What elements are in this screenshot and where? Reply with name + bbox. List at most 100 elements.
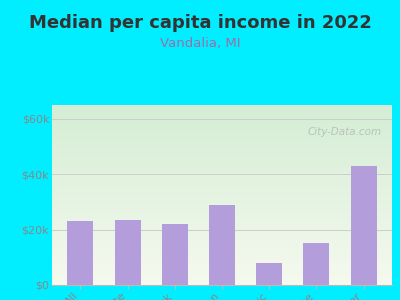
Bar <box>52 171 392 172</box>
Bar <box>52 175 392 176</box>
Bar <box>52 213 392 214</box>
Bar <box>52 137 392 138</box>
Bar <box>52 180 392 181</box>
Bar <box>52 278 392 279</box>
Bar <box>52 193 392 194</box>
Bar <box>52 249 392 250</box>
Bar <box>52 226 392 227</box>
Bar <box>52 260 392 261</box>
Bar <box>52 108 392 109</box>
Bar <box>52 125 392 126</box>
Bar <box>52 198 392 199</box>
Bar <box>52 248 392 249</box>
Bar <box>52 231 392 232</box>
Bar <box>52 190 392 191</box>
Bar <box>52 203 392 204</box>
Bar <box>52 228 392 229</box>
Bar <box>52 128 392 129</box>
Bar <box>52 227 392 228</box>
Bar <box>52 224 392 225</box>
Bar <box>52 230 392 231</box>
Bar <box>52 264 392 265</box>
Bar <box>52 245 392 246</box>
Bar <box>256 263 282 285</box>
Bar <box>52 244 392 245</box>
Bar <box>52 155 392 156</box>
Bar <box>52 122 392 123</box>
Bar <box>52 258 392 259</box>
Bar <box>52 183 392 184</box>
Bar <box>52 123 392 124</box>
Bar <box>52 255 392 256</box>
Bar <box>52 142 392 143</box>
Bar <box>52 159 392 160</box>
Bar <box>52 186 392 187</box>
Bar <box>52 173 392 174</box>
Bar <box>52 132 392 133</box>
Bar <box>52 219 392 220</box>
Bar <box>52 196 392 197</box>
Bar <box>52 185 392 186</box>
Bar <box>52 141 392 142</box>
Bar <box>52 135 392 136</box>
Bar <box>52 200 392 201</box>
Text: City-Data.com: City-Data.com <box>308 127 382 136</box>
Bar <box>52 177 392 178</box>
Bar <box>52 262 392 263</box>
Bar <box>52 222 392 223</box>
Bar <box>52 151 392 152</box>
Bar <box>52 105 392 106</box>
Bar <box>52 144 392 145</box>
Text: Vandalia, MI: Vandalia, MI <box>160 38 240 50</box>
Bar <box>52 119 392 120</box>
Bar <box>52 234 392 235</box>
Bar <box>52 113 392 114</box>
Bar <box>52 143 392 144</box>
Bar <box>52 266 392 267</box>
Bar <box>52 233 392 234</box>
Bar <box>52 126 392 127</box>
Bar <box>52 162 392 163</box>
Bar <box>52 158 392 159</box>
Bar <box>52 283 392 284</box>
Bar <box>52 282 392 283</box>
Bar <box>52 124 392 125</box>
Bar <box>52 210 392 211</box>
Bar <box>52 147 392 148</box>
Bar <box>52 265 392 266</box>
Bar <box>52 273 392 274</box>
Bar <box>52 268 392 269</box>
Bar <box>52 202 392 203</box>
Bar <box>52 284 392 285</box>
Bar <box>52 271 392 272</box>
Bar <box>52 131 392 132</box>
Bar <box>52 165 392 166</box>
Bar <box>52 280 392 281</box>
Bar <box>52 237 392 238</box>
Bar <box>52 269 392 270</box>
Bar <box>52 106 392 107</box>
Bar <box>52 191 392 192</box>
Bar <box>52 229 392 230</box>
Bar <box>52 215 392 216</box>
Bar <box>52 189 392 190</box>
Bar <box>52 254 392 255</box>
Bar <box>52 168 392 169</box>
Bar <box>52 157 392 158</box>
Bar <box>52 221 392 222</box>
Bar <box>52 110 392 111</box>
Bar <box>52 261 392 262</box>
Bar <box>52 129 392 130</box>
Bar <box>52 140 392 141</box>
Bar <box>52 145 392 146</box>
Bar <box>68 221 94 285</box>
Bar <box>52 259 392 260</box>
Bar <box>52 220 392 221</box>
Bar <box>52 120 392 121</box>
Bar <box>52 178 392 179</box>
Bar <box>52 117 392 118</box>
Bar <box>52 194 392 195</box>
Bar <box>52 138 392 139</box>
Bar <box>52 274 392 275</box>
Bar <box>52 164 392 165</box>
